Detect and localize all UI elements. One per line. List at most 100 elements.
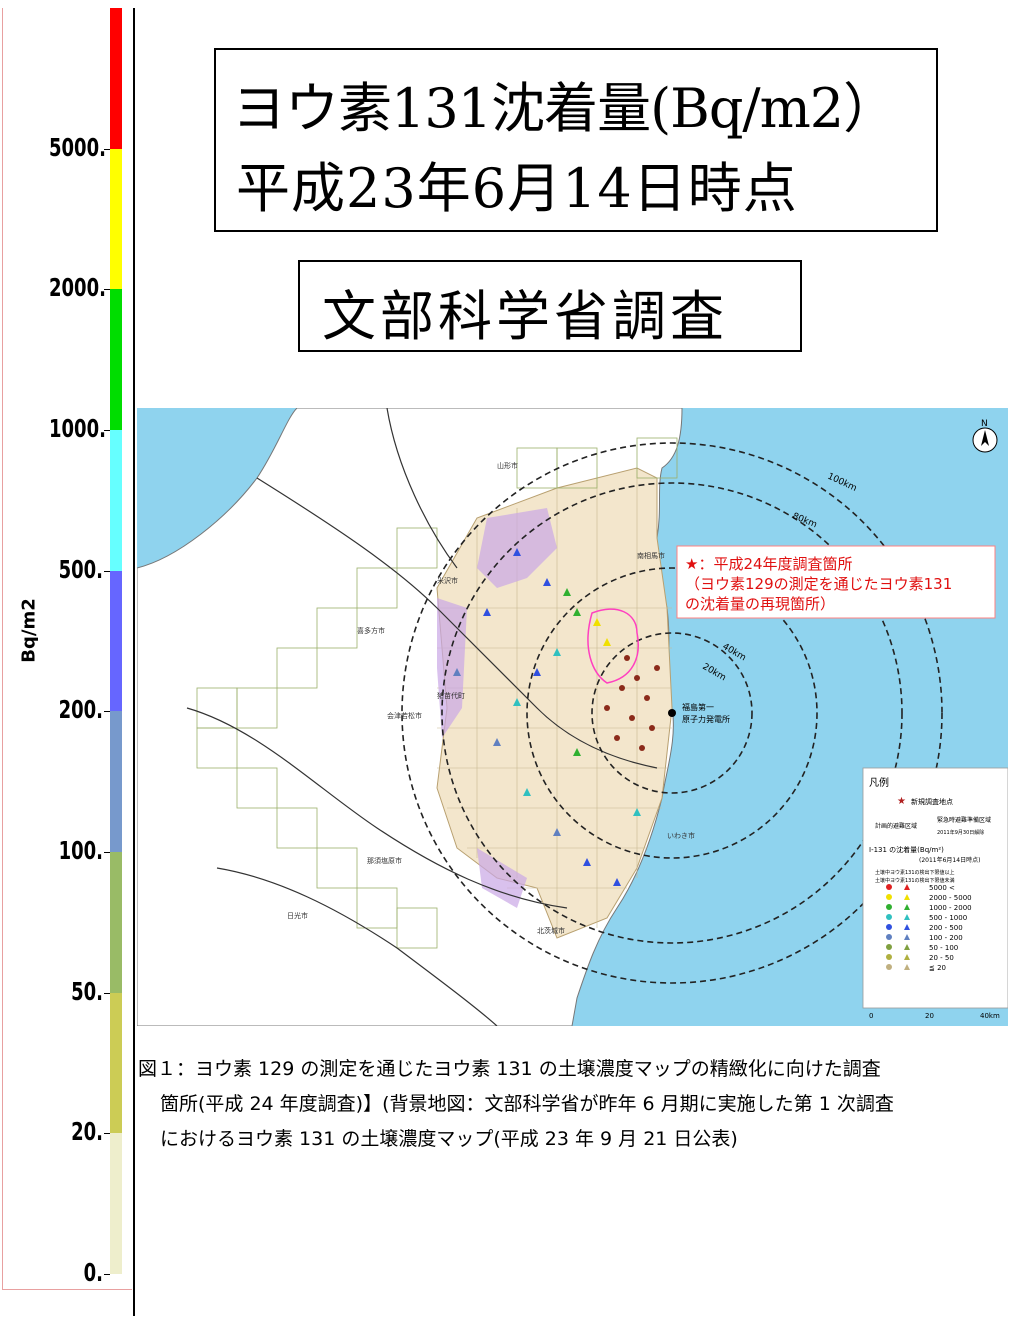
source-label: 文部科学省調査 <box>322 285 728 348</box>
color-scale-tick-mark <box>104 430 110 431</box>
color-scale-segment <box>110 711 122 852</box>
legend-range-label: ≦ 20 <box>929 964 946 972</box>
color-scale-segment <box>110 570 122 712</box>
legend-range-label: 20 - 50 <box>929 954 954 962</box>
legend-i131-date: (2011年6月14日時点) <box>919 856 980 864</box>
callout-line-1: ★：平成24年度調査箇所 <box>685 555 853 573</box>
north-label: N <box>981 419 988 429</box>
legend-range-triangle <box>904 944 910 950</box>
place-aizuwakamatsu: 会津若松市 <box>387 711 422 720</box>
callout-line-2: （ヨウ素129の測定を通じたヨウ素131 <box>685 575 952 593</box>
color-scale-unit: Bq/m2 <box>18 598 40 663</box>
place-nikko: 日光市 <box>287 911 308 920</box>
outer-frame-left <box>2 8 3 1290</box>
place-iwaki: いわき市 <box>667 831 695 840</box>
legend-scale-0: 0 <box>869 1012 873 1020</box>
color-scale-tick-label: 50. <box>71 976 103 1006</box>
title-line-2: 平成23年6月14日時点 <box>236 157 798 220</box>
place-yonezawa: 米沢市 <box>437 576 458 585</box>
legend-range-circle <box>886 954 892 960</box>
place-minamisoma: 南相馬市 <box>637 551 665 560</box>
legend-range-circle <box>886 944 892 950</box>
caption-line-2: 箇所(平成 24 年度調査)】(背景地図：文部科学省が昨年 6 月期に実施した第… <box>160 1093 894 1115</box>
color-scale-tick-label: 0. <box>83 1258 103 1287</box>
color-scale-tick-mark <box>104 1133 110 1135</box>
legend-range-circle <box>886 884 892 890</box>
plant-label-1: 福島第一 <box>682 702 714 712</box>
color-scale-bar <box>110 8 122 1274</box>
color-scale-tick-mark <box>104 711 110 713</box>
deposition-map: 福島第一 原子力発電所 100km 80km 40km 20km 山形市 米沢市… <box>137 408 1008 1026</box>
color-scale-tick-mark <box>104 148 110 150</box>
source-box: 文部科学省調査 <box>298 260 802 352</box>
legend-col2: 土壌中ヨウ素131の検出下限値未満 <box>875 877 955 884</box>
color-scale-segment <box>110 852 122 993</box>
place-kitakata: 喜多方市 <box>357 626 385 635</box>
legend-range-circle <box>886 964 892 970</box>
color-scale-tick-mark <box>104 1274 110 1275</box>
outer-grid <box>196 437 678 949</box>
legend-range-triangle <box>904 954 910 960</box>
color-scale-segment <box>110 289 122 430</box>
color-scale-tick-label: 500. <box>58 554 103 584</box>
color-scale-tick-label: 20. <box>71 1117 103 1147</box>
color-scale-segment <box>110 148 122 290</box>
callout-box: ★：平成24年度調査箇所 （ヨウ素129の測定を通じたヨウ素131 の沈着量の再… <box>676 545 996 619</box>
legend-range-label: 2000 - 5000 <box>929 894 972 902</box>
color-scale-segment <box>110 430 122 571</box>
map-panel: 福島第一 原子力発電所 100km 80km 40km 20km 山形市 米沢市… <box>137 408 1008 1026</box>
legend-range-label: 1000 - 2000 <box>929 904 972 912</box>
color-scale-segment <box>110 992 122 1134</box>
color-scale-segment <box>110 8 122 149</box>
place-kitaibaraki: 北茨城市 <box>537 926 565 935</box>
legend-col1: 土壌中ヨウ素131の検出下限値以上 <box>875 869 955 876</box>
legend-range-triangle <box>904 924 910 930</box>
legend-range-label: 50 - 100 <box>929 944 958 952</box>
legend-ranges: 5000 < 2000 - 5000 1000 - 2000 500 - 1000 20… <box>886 884 972 972</box>
color-scale-tick-label: 200. <box>58 695 103 725</box>
color-scale-tick-mark <box>104 852 110 853</box>
legend-zone2: 緊急時避難準備区域 <box>937 816 991 824</box>
legend-range-circle <box>886 934 892 940</box>
color-scale-tick-label: 1000. <box>48 414 106 443</box>
legend-i131-title: I-131 の沈着量(Bq/m²) <box>869 845 944 854</box>
legend-range-circle <box>886 894 892 900</box>
caption-line-3: におけるヨウ素 131 の土壌濃度マップ(平成 23 年 9 月 21 日公表) <box>160 1128 738 1150</box>
place-yamagata: 山形市 <box>497 461 518 470</box>
place-nasushiobara: 那須塩原市 <box>367 856 402 865</box>
legend-range-label: 200 - 500 <box>929 924 963 932</box>
legend-star-icon: ★ <box>897 796 906 807</box>
color-scale-segment <box>110 1133 122 1274</box>
title-box: ヨウ素131沈着量(Bq/m2） 平成23年6月14日時点 <box>214 48 938 232</box>
place-inawashiro: 猪苗代町 <box>437 691 465 700</box>
title-line-1: ヨウ素131沈着量(Bq/m2） <box>232 77 897 140</box>
north-arrow-icon: N <box>972 419 998 453</box>
scale-divider-line <box>133 8 135 1316</box>
legend-title: 凡例 <box>869 776 889 789</box>
callout-line-3: の沈着量の再現箇所） <box>685 595 835 613</box>
legend-range-triangle <box>904 914 910 920</box>
legend-range-circle <box>886 924 892 930</box>
legend-range-circle <box>886 914 892 920</box>
legend-range-triangle <box>904 904 910 910</box>
legend-range-triangle <box>904 894 910 900</box>
legend-zone-date: 2011年9月30日解除 <box>937 829 984 836</box>
survey-grid-lines <box>437 468 672 928</box>
caption-line-1: 図１：ヨウ素 129 の測定を通じたヨウ素 131 の土壌濃度マップの精緻化に向… <box>138 1058 881 1080</box>
legend-scale-40: 40km <box>980 1012 1000 1020</box>
plant-label-2: 原子力発電所 <box>682 714 730 724</box>
evacuation-zone-outline <box>587 608 639 684</box>
distance-circles <box>401 442 943 984</box>
color-scale-tick-mark <box>104 992 110 994</box>
legend-scale-20: 20 <box>925 1012 934 1020</box>
color-scale-tick-mark <box>104 289 110 291</box>
legend-range-triangle <box>904 964 910 970</box>
legend-range-circle <box>886 904 892 910</box>
legend-zone1: 計画的避難区域 <box>875 822 917 830</box>
outer-frame-bottom <box>2 1289 132 1290</box>
color-scale-tick-label: 2000. <box>48 273 106 303</box>
legend-range-triangle <box>904 884 910 890</box>
legend-range-triangle <box>904 934 910 940</box>
legend-range-label: 100 - 200 <box>929 934 963 942</box>
legend-range-label: 500 - 1000 <box>929 914 967 922</box>
